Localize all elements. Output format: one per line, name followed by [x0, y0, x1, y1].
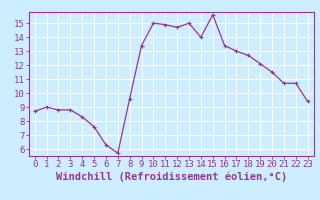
X-axis label: Windchill (Refroidissement éolien,°C): Windchill (Refroidissement éolien,°C)	[56, 172, 287, 182]
